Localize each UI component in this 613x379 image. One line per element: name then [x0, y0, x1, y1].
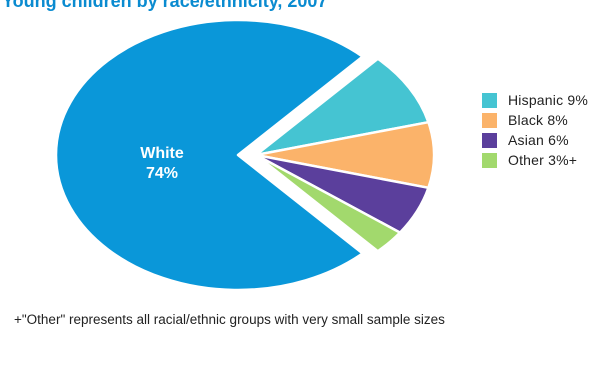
pie-slice-other: [254, 153, 402, 253]
legend-label-black: Black 8%: [508, 112, 568, 128]
legend-item-black: Black 8%: [482, 110, 588, 130]
legend-item-other: Other 3%+: [482, 150, 588, 170]
slice-value-white: 74%: [146, 165, 178, 182]
slice-label-white: White: [140, 145, 184, 162]
legend-swatch-other: [482, 152, 497, 168]
pie-slices: [54, 18, 436, 292]
chart-legend: Hispanic 9% Black 8% Asian 6% Other 3%+: [482, 90, 588, 170]
legend-swatch-black: [482, 112, 497, 128]
legend-item-asian: Asian 6%: [482, 130, 588, 150]
footnote: +"Other" represents all racial/ethnic gr…: [14, 312, 445, 327]
legend-label-other: Other 3%+: [508, 152, 578, 168]
legend-swatch-asian: [482, 132, 497, 148]
pie-slice-black: [254, 120, 436, 190]
pie-slice-hispanic: [254, 57, 430, 157]
legend-label-asian: Asian 6%: [508, 132, 569, 148]
legend-item-hispanic: Hispanic 9%: [482, 90, 588, 110]
chart-title: Young children by race/ethnicity, 2007: [2, 0, 328, 11]
legend-label-hispanic: Hispanic 9%: [508, 92, 589, 108]
legend-swatch-hispanic: [482, 92, 497, 108]
pie-slice-white: [54, 18, 364, 292]
